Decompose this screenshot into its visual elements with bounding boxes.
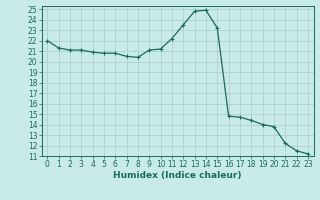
X-axis label: Humidex (Indice chaleur): Humidex (Indice chaleur)	[113, 171, 242, 180]
